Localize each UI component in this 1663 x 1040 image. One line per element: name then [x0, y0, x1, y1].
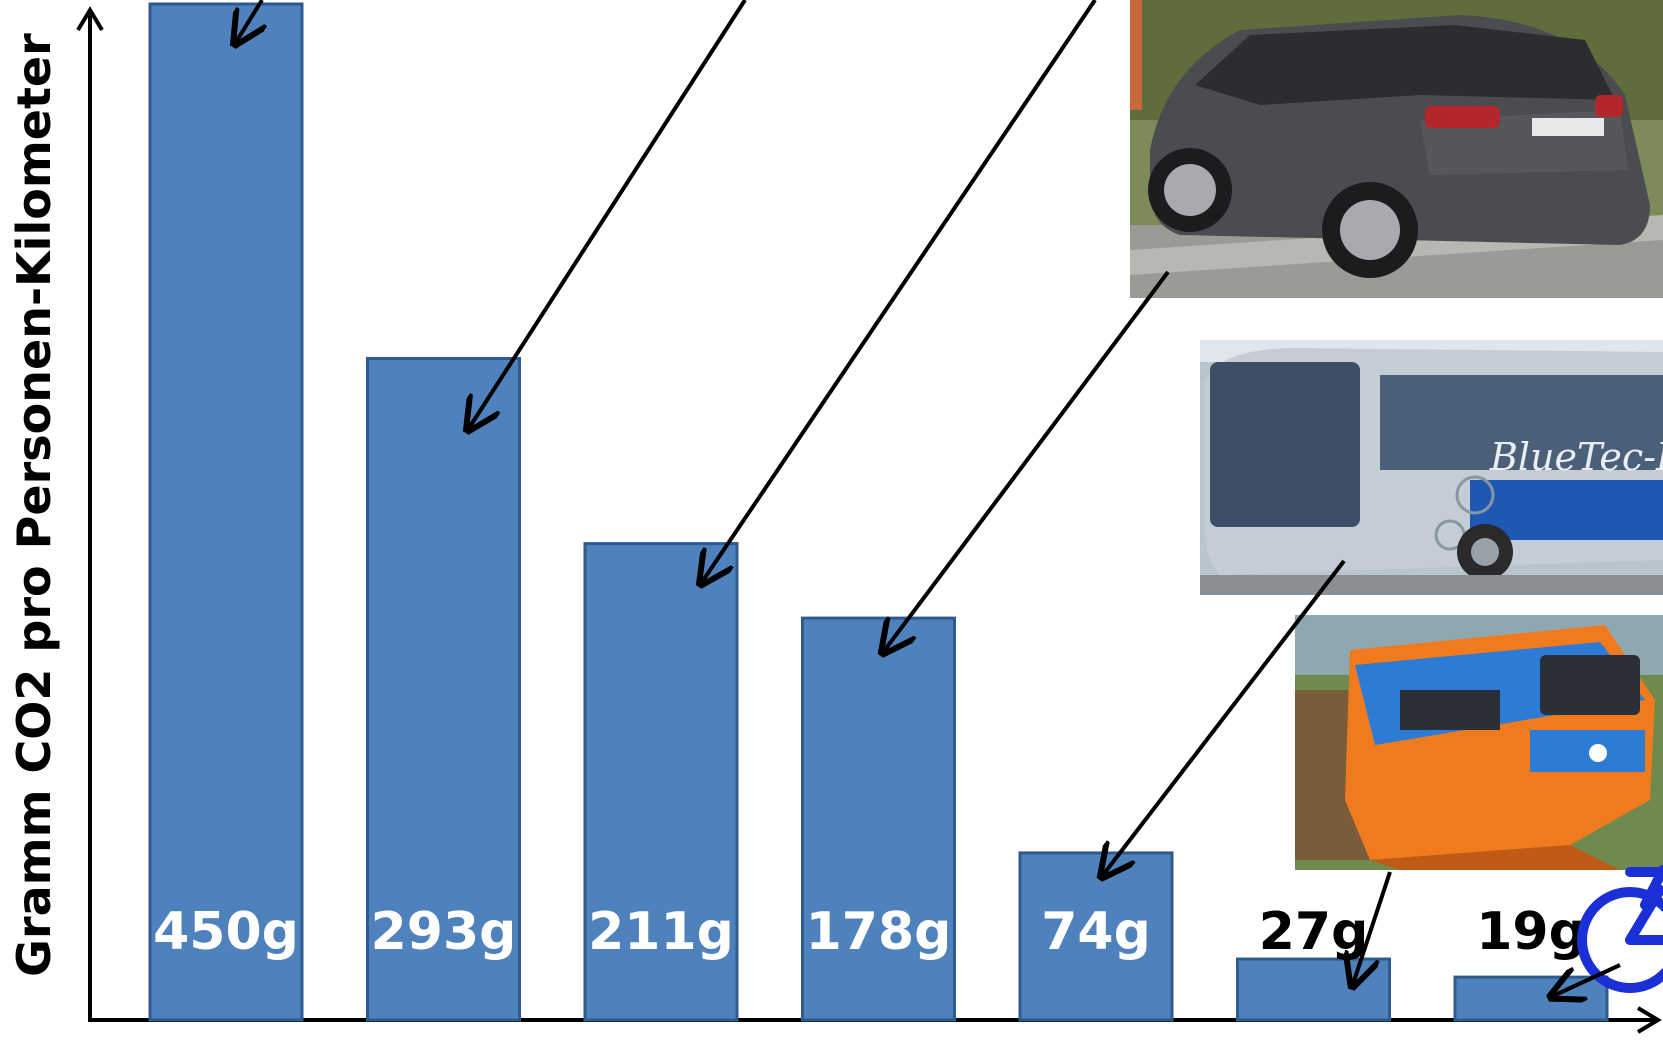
y-axis-label: Gramm CO2 pro Personen-Kilometer	[7, 33, 61, 977]
value-label-2: 293g	[371, 902, 517, 962]
bar-1	[148, 2, 304, 1022]
bar-2	[366, 356, 521, 1022]
svg-text:BlueTec-Hybrid: BlueTec-Hybrid	[1489, 435, 1663, 479]
y-axis-arrowhead	[76, 6, 104, 32]
arrow-to-bar-5	[1103, 559, 1346, 875]
suv-car-icon	[1130, 0, 1663, 298]
arrow-to-bar-3	[702, 0, 1097, 582]
bus-icon: BlueTec-Hybrid	[1200, 340, 1663, 595]
bicycle-icon	[1577, 865, 1663, 993]
pointer-arrows	[236, 0, 1621, 996]
bar-4	[801, 616, 956, 1022]
bar-3	[583, 542, 739, 1022]
arrow-to-bar-6	[1353, 871, 1392, 984]
value-label-1: 450g	[153, 902, 299, 962]
value-label-6: 27g	[1259, 902, 1369, 962]
x-axis-arrowhead	[1636, 1006, 1662, 1034]
arrow-to-bar-4	[884, 270, 1170, 651]
suspension-railway-icon	[1295, 615, 1663, 870]
arrow-to-bar-1	[236, 0, 262, 42]
arrow-to-bar-7	[1553, 963, 1621, 996]
value-label-7: 19g	[1476, 902, 1586, 962]
bars	[148, 2, 1609, 1022]
value-labels: 450g 293g 211g 178g 74g 27g 19g	[153, 902, 1586, 962]
value-label-3: 211g	[588, 902, 734, 962]
value-label-5: 74g	[1041, 902, 1151, 962]
value-label-4: 178g	[806, 902, 952, 962]
arrow-to-bar-2	[469, 0, 747, 428]
bar-6	[1236, 957, 1391, 1022]
